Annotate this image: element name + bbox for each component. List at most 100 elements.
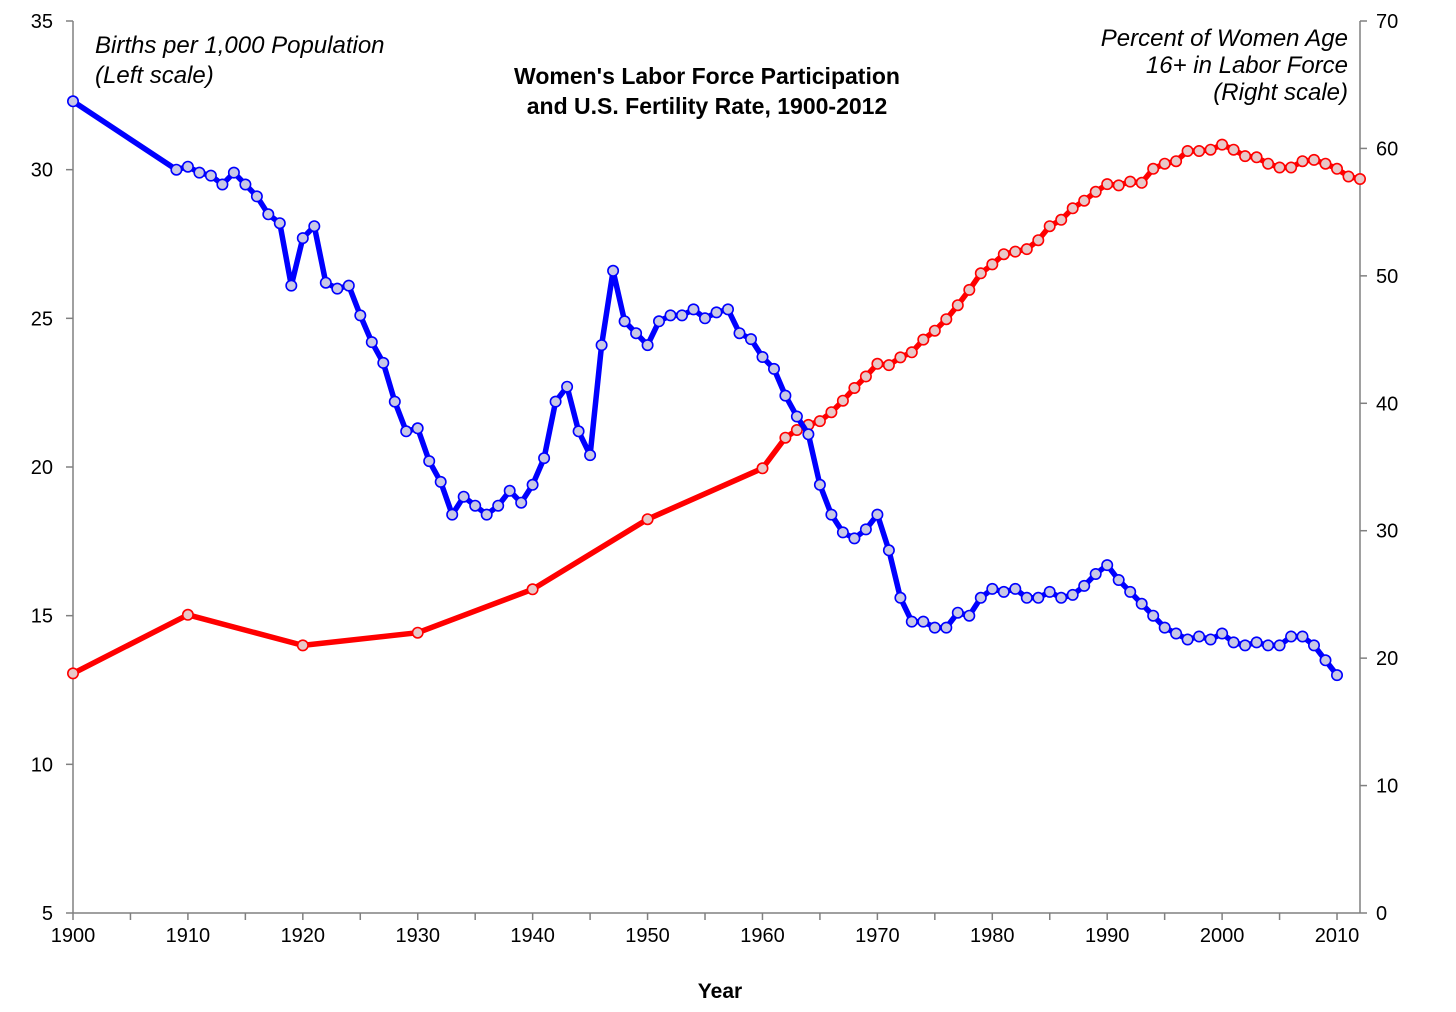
data-point: [917, 615, 930, 628]
x-tick-label: 1940: [510, 925, 555, 947]
data-point: [285, 279, 298, 292]
data-point: [1020, 243, 1033, 256]
data-point: [1135, 176, 1148, 189]
data-point: [779, 431, 792, 444]
right-scale-label: Percent of Women Age 16+ in Labor Force (R…: [1101, 25, 1348, 106]
data-point: [687, 303, 700, 316]
data-point: [698, 312, 711, 325]
x-tick-label: 1910: [166, 925, 211, 947]
chart-title: Women's Labor Force Participation and U.S…: [514, 63, 900, 119]
data-point: [859, 370, 872, 383]
data-point: [446, 508, 459, 521]
data-point: [67, 667, 80, 680]
data-point: [940, 621, 953, 634]
data-point: [825, 508, 838, 521]
data-point: [1043, 585, 1056, 598]
right-y-tick-label: 40: [1376, 393, 1398, 415]
data-point: [1032, 234, 1045, 247]
data-point: [836, 526, 849, 539]
data-point: [319, 276, 332, 289]
data-point: [1009, 245, 1022, 258]
data-point: [951, 606, 964, 619]
data-point: [779, 389, 792, 402]
series-layer: [67, 95, 1367, 682]
chart-axes: [72, 21, 1361, 914]
data-point: [1147, 162, 1160, 175]
data-point: [1101, 559, 1114, 572]
data-point: [262, 208, 275, 221]
data-point: [1066, 202, 1079, 215]
data-point: [940, 313, 953, 326]
data-point: [1009, 582, 1022, 595]
data-point: [457, 490, 470, 503]
data-point: [802, 428, 815, 441]
x-axis-ticks: 1900 1910 1920 1930 1940 1950 1960 1970 1980 1990…: [51, 913, 1359, 947]
data-point: [963, 609, 976, 622]
data-point: [894, 351, 907, 364]
data-point: [1342, 170, 1355, 183]
data-point: [239, 178, 252, 191]
data-point: [1239, 150, 1252, 163]
data-point: [1032, 591, 1045, 604]
series-line: [70, 98, 1340, 678]
data-point: [411, 422, 424, 435]
data-point: [733, 327, 746, 340]
data-point: [1181, 633, 1194, 646]
data-point: [181, 608, 194, 621]
data-point: [1112, 179, 1125, 192]
x-tick-label: 1900: [51, 925, 96, 947]
data-point: [997, 585, 1010, 598]
data-point: [1273, 639, 1286, 652]
left-y-axis-ticks: 5 10 15 20 25 30 35: [31, 11, 73, 925]
data-point: [917, 333, 930, 346]
data-point: [67, 95, 80, 108]
data-point: [526, 478, 539, 491]
data-point: [365, 336, 378, 349]
data-point: [1020, 591, 1033, 604]
data-point: [354, 309, 367, 322]
series-birth-rate: [67, 95, 1344, 682]
data-point: [882, 359, 895, 372]
right-y-tick-label: 20: [1376, 648, 1398, 670]
data-point: [859, 523, 872, 536]
data-point: [756, 462, 769, 475]
data-point: [1112, 573, 1125, 586]
left-scale-label: Births per 1,000 Population (Left scale): [95, 32, 385, 89]
data-point: [675, 309, 688, 322]
data-point: [986, 258, 999, 271]
data-point: [492, 499, 505, 512]
data-point: [434, 475, 447, 488]
data-point: [1193, 630, 1206, 643]
left-y-tick-label: 15: [31, 606, 53, 628]
x-tick-label: 1980: [970, 925, 1015, 947]
data-point: [882, 544, 895, 557]
data-point: [813, 415, 826, 428]
right-y-tick-label: 10: [1376, 776, 1398, 798]
data-point: [1319, 157, 1332, 170]
data-point: [227, 166, 240, 179]
data-point: [721, 303, 734, 316]
data-point: [1147, 609, 1160, 622]
data-point: [423, 455, 436, 468]
data-point: [1273, 161, 1286, 174]
data-point: [836, 394, 849, 407]
data-point: [296, 232, 309, 245]
data-point: [216, 178, 229, 191]
data-point: [515, 496, 528, 509]
data-point: [1227, 636, 1240, 649]
data-point: [561, 380, 574, 393]
right-y-tick-label: 70: [1376, 11, 1398, 33]
left-y-tick-label: 20: [31, 457, 53, 479]
right-y-tick-label: 60: [1376, 138, 1398, 160]
right-y-tick-label: 0: [1376, 903, 1387, 925]
data-point: [1204, 143, 1217, 156]
right-y-tick-label: 50: [1376, 266, 1398, 288]
data-point: [710, 306, 723, 319]
x-tick-label: 1960: [740, 925, 785, 947]
data-point: [641, 513, 654, 526]
data-point: [986, 582, 999, 595]
data-point: [607, 264, 620, 277]
data-point: [584, 449, 597, 462]
data-point: [1216, 138, 1229, 151]
